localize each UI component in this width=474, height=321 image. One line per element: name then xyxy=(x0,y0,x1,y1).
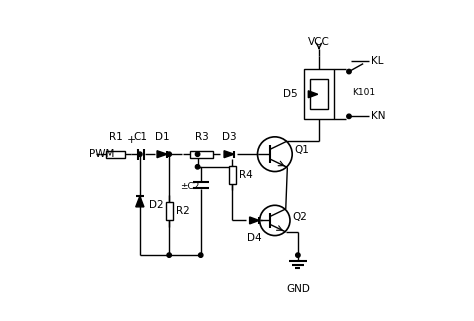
Circle shape xyxy=(195,165,200,169)
Circle shape xyxy=(296,253,300,257)
Text: R4: R4 xyxy=(239,170,253,180)
Polygon shape xyxy=(136,196,144,207)
Polygon shape xyxy=(157,151,167,158)
Text: VCC: VCC xyxy=(308,37,330,47)
Bar xyxy=(229,166,236,184)
Circle shape xyxy=(195,152,200,156)
Text: R1: R1 xyxy=(109,132,122,142)
Text: +: + xyxy=(128,135,137,145)
Circle shape xyxy=(167,253,172,257)
Text: R3: R3 xyxy=(195,132,209,142)
Text: PWM: PWM xyxy=(89,149,114,159)
Text: KL: KL xyxy=(371,56,383,66)
Polygon shape xyxy=(224,151,234,158)
Polygon shape xyxy=(250,217,259,224)
Bar xyxy=(106,151,125,158)
Text: D4: D4 xyxy=(247,233,262,243)
Text: K101: K101 xyxy=(352,88,375,97)
Bar xyxy=(166,202,173,221)
Bar xyxy=(304,69,334,119)
Text: D5: D5 xyxy=(283,89,298,99)
Text: D3: D3 xyxy=(222,132,237,142)
Circle shape xyxy=(347,69,351,74)
Bar xyxy=(310,79,328,109)
Text: Q1: Q1 xyxy=(295,145,310,155)
Circle shape xyxy=(347,114,351,118)
Text: C1: C1 xyxy=(134,132,148,142)
Text: ±C2: ±C2 xyxy=(180,182,199,191)
Text: GND: GND xyxy=(286,283,310,293)
Text: Q2: Q2 xyxy=(292,212,308,221)
Circle shape xyxy=(199,253,203,257)
Text: R2: R2 xyxy=(176,206,190,216)
Text: D2: D2 xyxy=(149,200,164,210)
Circle shape xyxy=(137,152,142,156)
Polygon shape xyxy=(308,91,318,98)
Bar xyxy=(190,151,213,158)
Circle shape xyxy=(167,152,172,156)
Text: D1: D1 xyxy=(155,132,169,142)
Text: KN: KN xyxy=(371,111,385,121)
